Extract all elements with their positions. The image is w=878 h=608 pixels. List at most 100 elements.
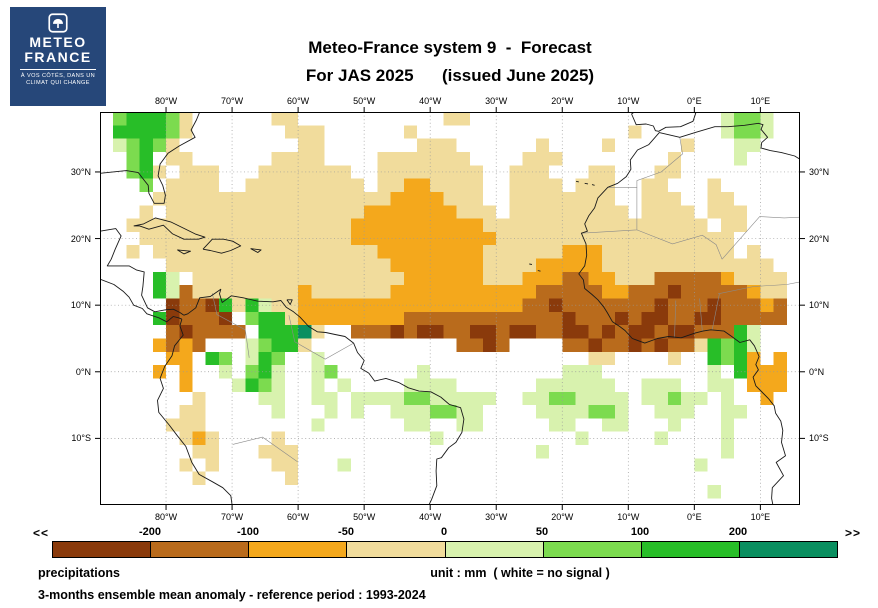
grid-cell (588, 231, 602, 246)
grid-cell (522, 391, 536, 406)
grid-cell (337, 271, 351, 286)
grid-cell (377, 165, 391, 179)
grid-cell (509, 231, 523, 246)
anomaly-grid (113, 112, 787, 499)
grid-cell (284, 285, 299, 299)
grid-cell (575, 205, 589, 219)
grid-cell (667, 151, 682, 166)
grid-cell (192, 191, 206, 206)
grid-cell (271, 365, 285, 379)
coastline (584, 182, 589, 185)
grid-cell (443, 191, 457, 206)
grid-cell (760, 378, 774, 392)
grid-cell (337, 378, 351, 392)
grid-cell (615, 311, 629, 326)
grid-cell (179, 218, 193, 232)
grid-cell (179, 205, 193, 219)
grid-cell (469, 405, 484, 419)
grid-cell (760, 285, 774, 299)
grid-cell (654, 285, 668, 299)
grid-cell (654, 298, 668, 312)
grid-cell (166, 285, 180, 299)
grid-cell (416, 298, 431, 312)
grid-cell (192, 165, 206, 179)
grid-cell (192, 298, 206, 312)
grid-cell (549, 325, 563, 339)
colorbar-boundary-label: -50 (338, 526, 354, 538)
grid-cell (654, 311, 668, 326)
grid-cell (443, 151, 457, 166)
grid-cell (284, 205, 299, 219)
grid-cell (720, 445, 734, 459)
grid-cell (298, 191, 312, 206)
grid-cell (720, 338, 734, 352)
grid-cell (311, 205, 325, 219)
axis-ticks (95, 107, 805, 510)
grid-cell (232, 205, 246, 219)
grid-cell (205, 351, 219, 366)
grid-cell (615, 418, 629, 432)
grid-cell (588, 391, 602, 406)
grid-cell (733, 405, 748, 419)
grid-cell (258, 191, 272, 206)
grid-cell (430, 191, 444, 206)
grid-cell (496, 298, 510, 312)
grid-cell (496, 338, 510, 352)
grid-cell (601, 258, 616, 272)
grid-cell (575, 365, 589, 379)
grid-cell (311, 165, 325, 179)
grid-cell (483, 325, 497, 339)
grid-cell (733, 285, 748, 299)
lon-tick-label: 60°W (287, 96, 310, 106)
grid-cell (549, 285, 563, 299)
grid-cell (377, 178, 391, 192)
country-border (718, 281, 800, 295)
grid-cell (337, 258, 351, 272)
grid-cell (126, 138, 140, 152)
grid-cell (258, 351, 272, 366)
grid-cell (535, 191, 550, 206)
grid-cell (271, 191, 285, 206)
grid-cell (364, 218, 378, 232)
grid-cell (628, 271, 642, 286)
grid-cell (337, 285, 351, 299)
grid-cell (601, 285, 616, 299)
grid-cell (456, 285, 470, 299)
grid-cell (205, 458, 219, 472)
grid-cell (284, 112, 299, 126)
meteo-france-logo-icon (48, 13, 68, 33)
grid-cell (377, 285, 391, 299)
grid-cell (324, 205, 338, 219)
grid-cell (284, 271, 299, 286)
coastlines (100, 112, 800, 505)
grid-cell (218, 271, 233, 286)
grid-cell (562, 338, 576, 352)
grid-cell (350, 218, 365, 232)
grid-cell (271, 165, 285, 179)
grid-cell (720, 311, 734, 326)
grid-cell (509, 311, 523, 326)
grid-cell (601, 218, 616, 232)
grid-cell (390, 178, 404, 192)
grid-cell (403, 378, 417, 392)
grid-cell (350, 245, 365, 259)
grid-cell (733, 298, 748, 312)
grid-cell (509, 165, 523, 179)
grid-cell (535, 271, 550, 286)
grid-cell (284, 458, 299, 472)
grid-cell (218, 311, 233, 326)
grid-cell (707, 271, 721, 286)
grid-cell (733, 351, 748, 366)
grid-cell (509, 258, 523, 272)
grid-cell (681, 311, 695, 326)
grid-cell (469, 178, 484, 192)
grid-cell (403, 391, 417, 406)
coastline (537, 270, 541, 272)
grid-cell (245, 378, 259, 392)
grid-cell (430, 218, 444, 232)
grid-cell (179, 378, 193, 392)
grid-cell (667, 311, 682, 326)
grid-cell (403, 191, 417, 206)
grid-cell (350, 405, 365, 419)
grid-cell (694, 258, 708, 272)
